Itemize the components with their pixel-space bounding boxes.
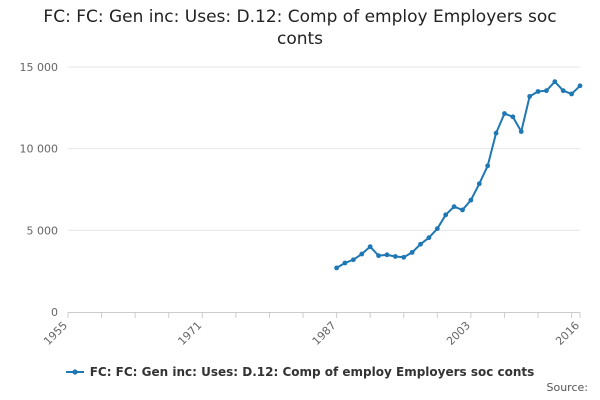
- data-point[interactable]: [376, 253, 381, 259]
- y-tick-label: 15 000: [20, 61, 59, 74]
- data-point[interactable]: [577, 83, 583, 89]
- data-point[interactable]: [468, 197, 474, 203]
- data-point[interactable]: [535, 89, 541, 94]
- data-point[interactable]: [560, 88, 566, 94]
- data-point[interactable]: [384, 252, 390, 258]
- series-line: [336, 80, 581, 269]
- data-point[interactable]: [460, 207, 465, 213]
- x-tick-label: 1987: [310, 319, 339, 348]
- data-point[interactable]: [426, 235, 432, 241]
- data-point[interactable]: [434, 226, 440, 232]
- data-point[interactable]: [350, 257, 356, 263]
- data-point[interactable]: [544, 88, 549, 94]
- data-point[interactable]: [518, 129, 524, 134]
- data-point[interactable]: [485, 163, 491, 169]
- legend-line-icon: [65, 366, 84, 378]
- data-point[interactable]: [401, 254, 407, 260]
- source-label: Source:: [546, 381, 589, 394]
- data-point[interactable]: [451, 204, 457, 210]
- x-tick-label: 2016: [553, 319, 582, 348]
- grid-lines: [68, 66, 580, 231]
- axes: 0 5 000 10 000 15 000 1955 1971 1987 2003 2016: [20, 61, 583, 348]
- data-point[interactable]: [367, 244, 373, 250]
- data-point[interactable]: [476, 181, 482, 187]
- data-point[interactable]: [418, 241, 423, 247]
- data-series: [334, 79, 583, 271]
- x-tick-label: 1971: [175, 319, 204, 348]
- data-point[interactable]: [569, 91, 575, 97]
- data-point[interactable]: [342, 260, 348, 266]
- legend-label: FC: FC: Gen inc: Uses: D.12: Comp of emp…: [89, 365, 535, 379]
- data-point[interactable]: [502, 111, 507, 116]
- y-tick-label: 10 000: [20, 143, 59, 156]
- data-point[interactable]: [493, 130, 499, 136]
- data-point[interactable]: [552, 79, 558, 85]
- data-point[interactable]: [443, 212, 449, 218]
- y-tick-label: 0: [51, 306, 58, 319]
- x-tick-label: 2003: [444, 319, 473, 348]
- y-tick-label: 5 000: [27, 224, 59, 237]
- data-point[interactable]: [334, 265, 339, 271]
- data-point[interactable]: [359, 251, 365, 257]
- x-tick-label: 1955: [41, 319, 70, 348]
- data-point[interactable]: [510, 114, 516, 120]
- chart-title: FC: FC: Gen inc: Uses: D.12: Comp of emp…: [43, 7, 557, 49]
- data-point[interactable]: [392, 254, 398, 259]
- data-point[interactable]: [527, 94, 533, 99]
- legend[interactable]: FC: FC: Gen inc: Uses: D.12: Comp of emp…: [0, 365, 600, 379]
- data-point[interactable]: [409, 249, 415, 255]
